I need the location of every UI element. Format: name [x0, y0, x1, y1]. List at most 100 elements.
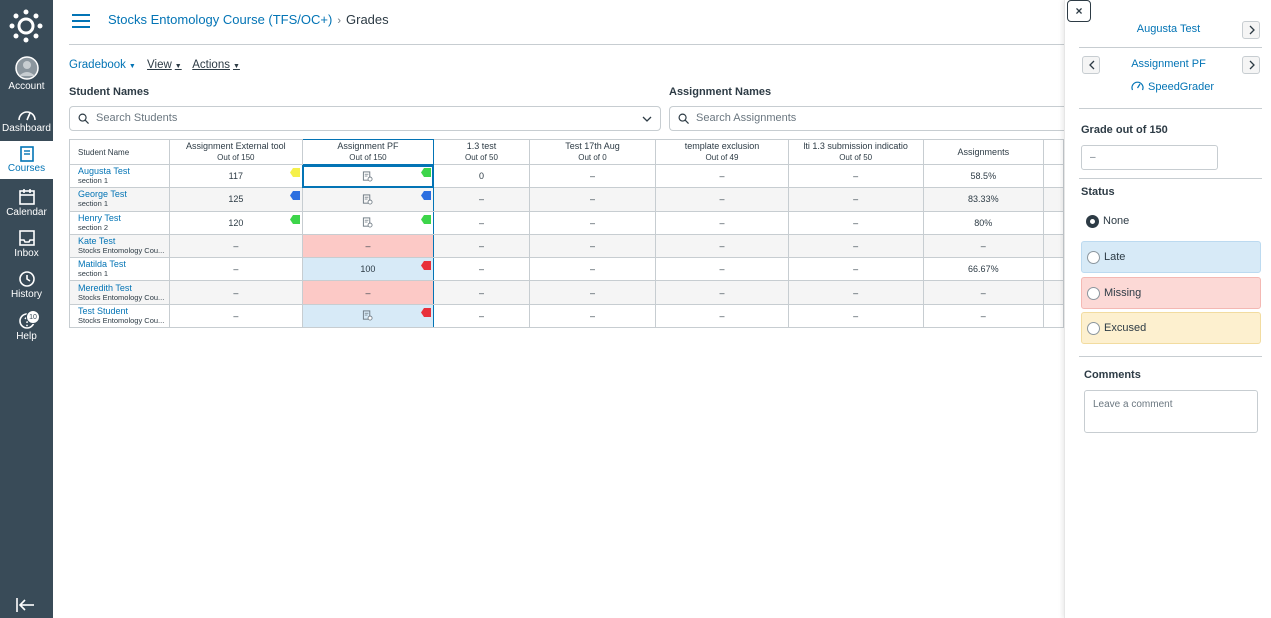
student-cell[interactable]: Henry Test section 2 [69, 210, 170, 235]
actions-menu[interactable]: Actions ▼ [192, 59, 240, 71]
grade-cell-lti-submission[interactable]: – [787, 303, 924, 329]
student-name-link[interactable]: Test Student [78, 305, 129, 316]
gradebook-menu[interactable]: Gradebook ▼ [69, 59, 136, 71]
speedgrader-link[interactable]: SpeedGrader [1131, 80, 1214, 93]
grade-cell-assignment-pf[interactable]: – [301, 233, 435, 259]
column-header-assignments[interactable]: Assignments [922, 139, 1045, 165]
grade-cell-lti-submission[interactable]: – [787, 280, 924, 305]
student-cell[interactable]: Test Student Stocks Entomology Cou... [69, 303, 170, 329]
grade-cell-template-exclusion[interactable]: – [655, 303, 789, 329]
course-menu-toggle[interactable] [72, 14, 90, 28]
breadcrumb-course-link[interactable]: Stocks Entomology Course (TFS/OC+) [108, 12, 333, 27]
nav-inbox[interactable]: Inbox [0, 229, 53, 271]
grade-cell-1-3-test[interactable]: – [433, 233, 530, 259]
nav-history[interactable]: History [0, 270, 53, 312]
grade-cell-lti-submission[interactable]: – [787, 163, 924, 189]
status-excused-radio[interactable]: Excused [1081, 312, 1261, 344]
view-menu[interactable]: View ▼ [147, 59, 182, 71]
column-header-test-17th-aug[interactable]: Test 17th Aug Out of 0 [528, 139, 657, 165]
student-cell[interactable]: Augusta Test section 1 [69, 163, 170, 189]
grade-input[interactable]: – [1081, 145, 1218, 170]
grade-cell-template-exclusion[interactable]: – [655, 257, 789, 282]
grade-cell-1-3-test[interactable]: – [433, 257, 530, 282]
status-none-radio[interactable]: None [1081, 206, 1261, 238]
tray-student-name[interactable]: Augusta Test [1136, 23, 1201, 35]
search-assignments-input[interactable]: Search Assignments [669, 106, 1064, 131]
grade-cell-assignment-pf[interactable] [301, 187, 435, 212]
grade-cell-test-17th-aug[interactable]: – [528, 257, 657, 282]
nav-account[interactable]: Account [0, 56, 53, 98]
grade-cell-external-tool[interactable]: 125 [168, 187, 303, 212]
student-cell[interactable]: Kate Test Stocks Entomology Cou... [69, 233, 170, 259]
status-missing-radio[interactable]: Missing [1081, 277, 1261, 309]
student-cell[interactable]: George Test section 1 [69, 187, 170, 212]
grade-value: – [853, 310, 859, 321]
nav-courses[interactable]: Courses [0, 141, 53, 179]
nav-dashboard[interactable]: Dashboard [0, 106, 53, 148]
grade-cell-test-17th-aug[interactable]: – [528, 303, 657, 329]
student-name-link[interactable]: Augusta Test [78, 166, 130, 177]
close-tray-button[interactable]: × [1067, 0, 1091, 22]
student-name-link[interactable]: Meredith Test [78, 282, 132, 293]
grade-cell-external-tool[interactable]: 117 [168, 163, 303, 189]
student-row: Kate Test Stocks Entomology Cou... – – – – – – – [69, 233, 1064, 259]
student-cell[interactable]: Matilda Test section 1 [69, 257, 170, 282]
grade-cell-1-3-test[interactable]: – [433, 187, 530, 212]
grade-cell-template-exclusion[interactable]: – [655, 280, 789, 305]
grade-cell-lti-submission[interactable]: – [787, 187, 924, 212]
column-header-1-3-test[interactable]: 1.3 test Out of 50 [433, 139, 530, 165]
grade-cell-test-17th-aug[interactable]: – [528, 187, 657, 212]
student-name-link[interactable]: Kate Test [78, 236, 116, 247]
previous-assignment-button[interactable] [1082, 56, 1100, 74]
grade-cell-assignment-pf[interactable] [301, 163, 435, 189]
student-name-link[interactable]: George Test [78, 189, 127, 200]
student-name-link[interactable]: Henry Test [78, 212, 121, 223]
grade-cell-test-17th-aug[interactable]: – [528, 210, 657, 235]
grade-cell-test-17th-aug[interactable]: – [528, 233, 657, 259]
column-header-student-name[interactable]: Student Name [69, 139, 170, 165]
grade-cell-lti-submission[interactable]: – [787, 257, 924, 282]
grade-cell-lti-submission[interactable]: – [787, 233, 924, 259]
status-late-radio[interactable]: Late [1081, 241, 1261, 273]
column-header-template-exclusion[interactable]: template exclusion Out of 49 [655, 139, 789, 165]
search-students-input[interactable]: Search Students [69, 106, 661, 131]
student-cell[interactable]: Meredith Test Stocks Entomology Cou... [69, 280, 170, 305]
tray-assignment-name[interactable]: Assignment PF [1131, 58, 1206, 70]
grade-cell-1-3-test[interactable]: – [433, 303, 530, 329]
grade-cell-assignment-pf[interactable]: – [301, 280, 435, 305]
grade-value: 100 [360, 264, 376, 275]
grade-cell-external-tool[interactable]: – [168, 233, 303, 259]
comment-textarea[interactable]: Leave a comment [1084, 390, 1258, 433]
grade-cell-assignment-pf[interactable] [301, 210, 435, 235]
nav-help[interactable]: 10 Help [0, 310, 53, 354]
grade-cell-lti-submission[interactable]: – [787, 210, 924, 235]
canvas-logo-icon[interactable] [8, 8, 44, 44]
collapse-nav-icon[interactable] [16, 597, 36, 613]
grade-cell-template-exclusion[interactable]: – [655, 233, 789, 259]
grade-cell-1-3-test[interactable]: – [433, 210, 530, 235]
grade-cell-external-tool[interactable]: 120 [168, 210, 303, 235]
grade-cell-template-exclusion[interactable]: – [655, 210, 789, 235]
grade-cell-test-17th-aug[interactable]: – [528, 163, 657, 189]
column-header-assignment-pf[interactable]: Assignment PF Out of 150 [301, 139, 435, 165]
next-student-button[interactable] [1242, 21, 1260, 39]
grade-cell-external-tool[interactable]: – [168, 303, 303, 329]
nav-calendar[interactable]: Calendar [0, 188, 53, 230]
grade-cell-1-3-test[interactable]: – [433, 280, 530, 305]
column-header-external-tool[interactable]: Assignment External tool Out of 150 [168, 139, 303, 165]
chevron-down-icon[interactable] [642, 114, 652, 124]
grade-cell-1-3-test[interactable]: 0 [433, 163, 530, 189]
flag-icon [289, 191, 300, 201]
next-assignment-button[interactable] [1242, 56, 1260, 74]
grade-cell-template-exclusion[interactable]: – [655, 187, 789, 212]
student-name-link[interactable]: Matilda Test [78, 259, 126, 270]
grade-cell-external-tool[interactable]: – [168, 257, 303, 282]
grade-value: – [233, 310, 239, 321]
grade-cell-assignment-pf[interactable] [301, 303, 435, 329]
grade-cell-test-17th-aug[interactable]: – [528, 280, 657, 305]
grade-cell-assignment-pf[interactable]: 100 [301, 257, 435, 282]
grade-cell-external-tool[interactable]: – [168, 280, 303, 305]
column-header-lti-submission[interactable]: lti 1.3 submission indicatio Out of 50 [787, 139, 924, 165]
grade-cell-template-exclusion[interactable]: – [655, 163, 789, 189]
tray-divider [1079, 108, 1262, 109]
